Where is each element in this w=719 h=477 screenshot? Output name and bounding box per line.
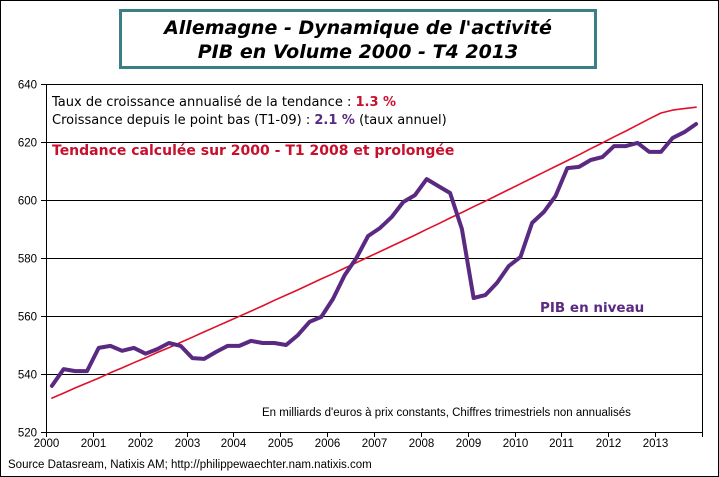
x-axis-ticks: 2000 2001 2002 2003 2004 2005 2006 2007 2008 2009…	[34, 432, 703, 450]
y-tick-label: 640	[18, 80, 37, 92]
x-tick-label: 2006	[315, 438, 341, 450]
units-note: En milliards d'euros à prix constants, C…	[262, 407, 631, 419]
series-line-trend	[51, 106, 697, 399]
trend-rate-label: Taux de croissance annualisé de la tenda…	[52, 95, 356, 110]
x-tick-label: 2011	[549, 438, 574, 450]
x-tick-label: 2004	[221, 438, 247, 450]
since-low-suffix: (taux annuel)	[354, 113, 447, 128]
trend-rate-value: 1.3 %	[355, 95, 397, 110]
y-tick-label: 540	[18, 370, 37, 382]
x-tick-label: 2005	[268, 438, 294, 450]
x-tick-label: 2000	[34, 438, 60, 450]
x-tick-label: 2003	[175, 438, 201, 450]
y-tick-label: 580	[18, 254, 37, 266]
y-axis-ticks: 520 540 560 580 600 620 640	[18, 80, 46, 440]
since-low-label: Croissance depuis le point bas (T1-09) :	[52, 113, 315, 128]
trend-rate-annotation: Taux de croissance annualisé de la tenda…	[52, 95, 396, 110]
x-tick-label: 2013	[643, 438, 669, 450]
x-tick-label: 2012	[596, 438, 622, 450]
x-tick-label: 2008	[409, 438, 435, 450]
y-tick-label: 520	[18, 428, 37, 440]
x-tick-label: 2009	[456, 438, 482, 450]
since-low-value: 2.1 %	[314, 113, 355, 128]
source-note: Source Datasream, Natixis AM; http://phi…	[8, 459, 372, 471]
chart-title-line1: Allemagne - Dynamique de l'activité	[164, 17, 552, 39]
series-line-pib	[49, 122, 699, 388]
trend-note: Tendance calculée sur 2000 - T1 2008 et …	[52, 143, 455, 159]
series-label-pib: PIB en niveau	[540, 300, 645, 316]
y-tick-label: 560	[18, 312, 37, 324]
series-lines	[49, 106, 699, 399]
y-tick-label: 600	[18, 196, 37, 208]
x-tick-label: 2010	[503, 438, 529, 450]
x-tick-label: 2002	[128, 438, 154, 450]
x-tick-label: 2007	[362, 438, 388, 450]
x-tick-label: 2001	[81, 438, 107, 450]
y-tick-label: 620	[18, 138, 37, 150]
since-low-annotation: Croissance depuis le point bas (T1-09) :…	[52, 113, 447, 128]
gridlines	[46, 84, 702, 375]
chart-title-line2: PIB en Volume 2000 - T4 2013	[197, 41, 519, 63]
chart-title-box: Allemagne - Dynamique de l'activité PIB …	[119, 9, 597, 69]
